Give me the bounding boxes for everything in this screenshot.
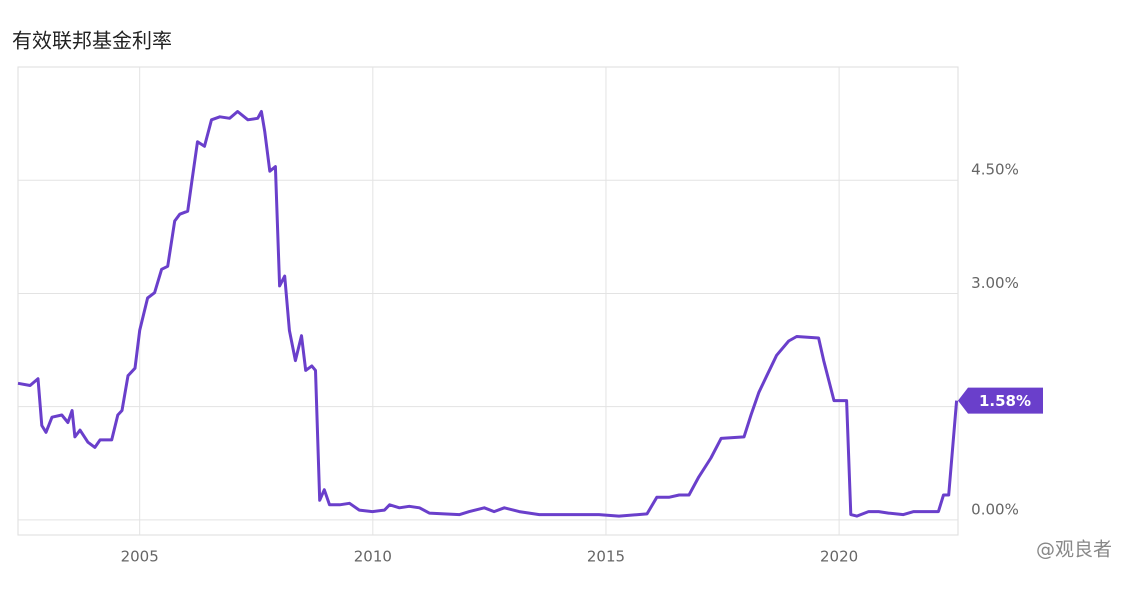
plot-frame bbox=[17, 66, 959, 536]
data-line bbox=[17, 110, 959, 518]
x-tick-label: 2005 bbox=[121, 548, 159, 566]
end-label-tag bbox=[958, 387, 1043, 414]
x-tick-label: 2015 bbox=[587, 548, 625, 566]
y-tick-label: 4.50% bbox=[971, 161, 1019, 179]
end-label: 1.58% bbox=[979, 392, 1031, 410]
y-tick-label: 0.00% bbox=[971, 500, 1019, 518]
x-tick-label: 2020 bbox=[820, 548, 858, 566]
y-tick-label: 3.00% bbox=[971, 274, 1019, 292]
chart-title: 有效联邦基金利率 bbox=[12, 29, 172, 53]
x-tick-label: 2010 bbox=[354, 548, 392, 566]
watermark: @观良者 bbox=[1036, 539, 1112, 561]
